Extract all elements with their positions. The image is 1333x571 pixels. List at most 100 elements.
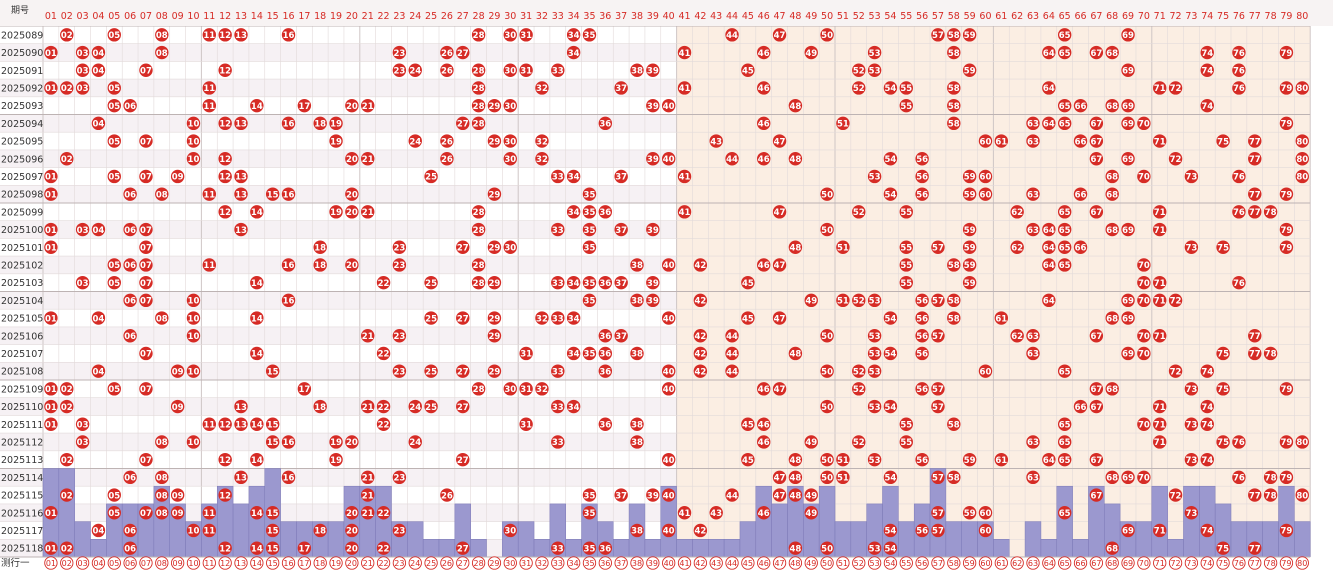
- drawn-number-ball: [677, 205, 692, 219]
- drawn-number-label: 50: [821, 544, 833, 554]
- drawn-number-ball: [1153, 523, 1167, 538]
- drawn-number-label: 35: [584, 350, 596, 360]
- drawn-number-label: 67: [1090, 403, 1102, 413]
- drawn-number-ball: [709, 134, 723, 148]
- column-header: 74: [1201, 11, 1213, 22]
- row-stripe: [0, 220, 677, 239]
- drawn-number-label: 07: [140, 261, 152, 271]
- drawn-number-ball: [107, 81, 121, 95]
- footer-number-ball: [804, 556, 818, 570]
- drawn-number-ball: [1168, 488, 1183, 502]
- drawn-number-ball: [820, 329, 834, 343]
- footer-number-ball: [582, 556, 597, 570]
- drawn-number-ball: [931, 523, 945, 538]
- drawn-number-label: 68: [1106, 226, 1118, 236]
- footer-number-label: 76: [1234, 559, 1244, 568]
- drawn-number-label: 80: [1296, 84, 1308, 94]
- drawn-number-ball: [91, 63, 106, 77]
- drawn-number-ball: [361, 470, 375, 485]
- footer-number-label: 30: [505, 559, 515, 568]
- drawn-number-label: 22: [378, 350, 390, 360]
- footer-number-ball: [91, 556, 106, 570]
- drawn-number-ball: [1089, 45, 1104, 60]
- drawn-number-ball: [836, 293, 850, 308]
- drawn-number-label: 34: [568, 350, 580, 360]
- drawn-number-label: 55: [900, 438, 912, 448]
- drawn-number-ball: [630, 435, 644, 449]
- drawn-number-ball: [836, 240, 850, 254]
- drawn-number-ball: [487, 275, 502, 290]
- drawn-number-ball: [883, 523, 898, 538]
- column-header: 78: [1265, 11, 1277, 22]
- column-header: 21: [362, 11, 374, 22]
- footer-number-ball: [947, 556, 961, 570]
- drawn-number-label: 12: [219, 31, 231, 41]
- drawn-number-label: 24: [409, 438, 421, 448]
- drawn-number-ball: [630, 63, 644, 77]
- drawn-number-label: 26: [441, 49, 453, 59]
- drawn-number-label: 77: [1249, 332, 1261, 342]
- drawn-number-label: 35: [584, 544, 596, 554]
- drawn-number-label: 07: [140, 350, 152, 360]
- drawn-number-ball: [186, 364, 201, 378]
- footer-number-label: 20: [347, 559, 357, 568]
- drawn-number-label: 78: [1265, 474, 1277, 484]
- drawn-number-ball: [947, 28, 961, 42]
- footer-number-ball: [1295, 556, 1309, 570]
- drawn-number-ball: [155, 45, 169, 60]
- drawn-number-ball: [962, 506, 977, 520]
- footer-number-ball: [1279, 556, 1294, 570]
- column-header: 47: [774, 11, 786, 22]
- issue-number: 2025100: [1, 225, 43, 236]
- drawn-number-label: 79: [1281, 243, 1293, 253]
- drawn-number-ball: [1057, 205, 1072, 219]
- drawn-number-ball: [1168, 81, 1183, 95]
- footer-number-label: 29: [489, 559, 499, 568]
- drawn-number-label: 14: [251, 350, 263, 360]
- drawn-number-ball: [376, 541, 391, 555]
- column-header: 76: [1233, 11, 1245, 22]
- drawn-number-ball: [487, 329, 502, 343]
- drawn-number-ball: [234, 399, 248, 414]
- drawn-number-ball: [772, 258, 787, 272]
- drawn-number-label: 44: [726, 155, 738, 165]
- drawn-number-label: 75: [1217, 350, 1229, 360]
- column-header: 46: [758, 11, 770, 22]
- drawn-number-ball: [1295, 435, 1309, 449]
- drawn-number-ball: [456, 452, 470, 467]
- frequency-bar: [739, 521, 757, 558]
- drawn-number-label: 65: [1059, 208, 1071, 218]
- drawn-number-label: 11: [203, 509, 215, 519]
- drawn-number-ball: [582, 506, 597, 520]
- drawn-number-ball: [661, 382, 676, 396]
- drawn-number-label: 11: [203, 84, 215, 94]
- footer-number-label: 74: [1202, 559, 1212, 568]
- drawn-number-ball: [788, 346, 803, 361]
- drawn-number-ball: [75, 45, 90, 60]
- drawn-number-label: 64: [1043, 84, 1055, 94]
- drawn-number-ball: [345, 187, 359, 201]
- drawn-number-label: 59: [964, 190, 976, 200]
- drawn-number-label: 35: [584, 509, 596, 519]
- drawn-number-label: 74: [1201, 102, 1213, 112]
- footer-number-label: 38: [632, 559, 642, 568]
- drawn-number-label: 58: [948, 120, 960, 130]
- drawn-number-ball: [424, 364, 438, 378]
- drawn-number-label: 02: [61, 544, 73, 554]
- drawn-number-ball: [1105, 382, 1119, 396]
- frequency-bar: [1199, 485, 1216, 558]
- drawn-number-label: 61: [995, 314, 1007, 324]
- drawn-number-ball: [1089, 116, 1104, 131]
- drawn-number-ball: [867, 63, 882, 77]
- drawn-number-label: 53: [869, 544, 881, 554]
- drawn-number-ball: [503, 63, 517, 77]
- drawn-number-label: 80: [1296, 173, 1308, 183]
- drawn-number-ball: [345, 258, 359, 272]
- drawn-number-label: 46: [758, 385, 770, 395]
- issue-number: 2025106: [1, 331, 43, 342]
- drawn-number-ball: [107, 134, 121, 148]
- drawn-number-label: 02: [61, 491, 73, 501]
- footer-number-label: 02: [62, 559, 72, 568]
- drawn-number-label: 32: [536, 155, 548, 165]
- drawn-number-ball: [1263, 470, 1278, 485]
